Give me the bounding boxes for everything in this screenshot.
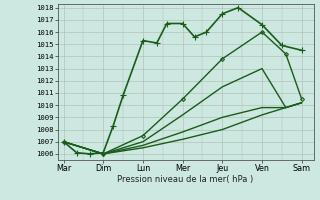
X-axis label: Pression niveau de la mer( hPa ): Pression niveau de la mer( hPa ) (117, 175, 254, 184)
